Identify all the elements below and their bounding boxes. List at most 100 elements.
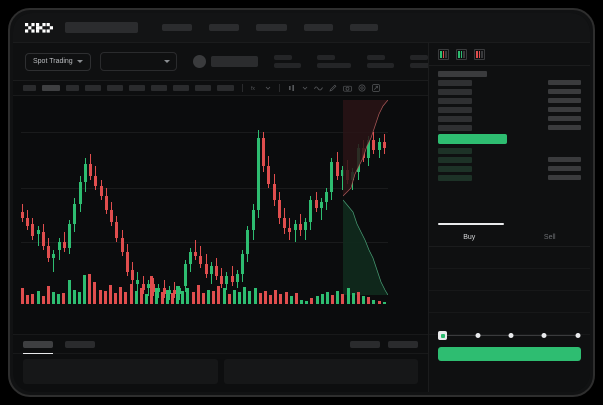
volume-bar-2: [31, 294, 35, 304]
orderbook-bids-icon[interactable]: [456, 48, 467, 60]
volume-bar-14: [93, 281, 97, 304]
timeframe-button-9[interactable]: [217, 85, 234, 91]
price-chart-panel[interactable]: [13, 96, 428, 334]
orderbook-row-bid-8[interactable]: [438, 146, 581, 155]
timeframe-button-7[interactable]: [173, 85, 189, 91]
order-form-field-1[interactable]: [429, 269, 590, 291]
orderbook-row-ask-6[interactable]: [438, 123, 581, 132]
volume-bar-53: [294, 292, 298, 304]
orderbook-row-ask-1[interactable]: [438, 78, 581, 87]
nav-item-3[interactable]: [304, 24, 333, 31]
orderbook-row-ask-4[interactable]: [438, 105, 581, 114]
svg-text:fx: fx: [251, 86, 255, 92]
volume-bar-40: [227, 294, 231, 304]
timeframe-button-0[interactable]: [23, 85, 36, 91]
global-search-input[interactable]: [65, 22, 138, 33]
orderbook-row-bid-10[interactable]: [438, 164, 581, 173]
orderbook-row-bid-11[interactable]: [438, 173, 581, 182]
volume-bar-42: [238, 291, 242, 304]
orderbook-row-ask-0[interactable]: [438, 69, 581, 78]
amount-slider[interactable]: [438, 331, 581, 340]
timeframe-button-6[interactable]: [151, 85, 167, 91]
submit-buy-button[interactable]: [438, 347, 581, 361]
nav-item-4[interactable]: [350, 24, 378, 31]
slider-mark-50[interactable]: [508, 333, 514, 338]
volume-histogram: [21, 268, 388, 304]
orderbook-amount-cell: [548, 166, 581, 171]
orderbook-row-bid-9[interactable]: [438, 155, 581, 164]
slider-mark-25[interactable]: [475, 333, 481, 338]
candlestick-chart[interactable]: [21, 100, 388, 300]
bottom-tab-1[interactable]: [65, 340, 95, 348]
volume-bar-31: [181, 290, 185, 304]
orderbook-price-cell: [438, 70, 487, 77]
volume-bar-38: [217, 286, 221, 304]
pair-select[interactable]: [99, 52, 177, 71]
volume-bar-27: [160, 291, 164, 304]
orderbook-price-cell: [438, 147, 473, 154]
orderbook-asks-icon[interactable]: [474, 48, 485, 60]
settings-gear-icon[interactable]: [358, 84, 366, 92]
volume-bar-11: [77, 291, 81, 304]
orderbook-row-ask-5[interactable]: [438, 114, 581, 123]
pencil-icon[interactable]: [329, 84, 337, 92]
order-form-field-2[interactable]: [429, 291, 590, 313]
volume-bar-17: [108, 285, 112, 304]
orderbook-row-ask-3[interactable]: [438, 96, 581, 105]
fullscreen-icon[interactable]: [372, 84, 380, 92]
volume-bar-62: [341, 294, 345, 304]
orderbook-spread-row[interactable]: [438, 132, 581, 146]
bottom-action-0[interactable]: [350, 340, 380, 348]
volume-bar-44: [248, 290, 252, 304]
volume-bar-36: [207, 289, 211, 304]
wave-line-icon[interactable]: [314, 84, 323, 92]
bottom-panels: [13, 354, 428, 392]
timeframe-button-4[interactable]: [107, 85, 123, 91]
nav-item-0[interactable]: [162, 24, 192, 31]
bottom-panel-1[interactable]: [223, 359, 418, 384]
nav-item-2[interactable]: [256, 24, 287, 31]
volume-bar-9: [67, 279, 71, 304]
orderbook-row-ask-2[interactable]: [438, 87, 581, 96]
bottom-tab-0[interactable]: [23, 340, 53, 354]
trading-mode-selector[interactable]: Spot Trading: [25, 52, 91, 71]
volume-bar-29: [170, 292, 174, 304]
timeframe-button-3[interactable]: [85, 85, 101, 91]
market-stat-2: [366, 55, 394, 68]
volume-bar-67: [367, 297, 371, 304]
nav-item-1[interactable]: [209, 24, 239, 31]
slider-mark-100[interactable]: [575, 333, 581, 338]
volume-bar-26: [155, 288, 159, 304]
timeframe-button-1[interactable]: [42, 85, 60, 91]
tab-sell[interactable]: Sell: [510, 229, 591, 246]
tab-buy[interactable]: Buy: [429, 229, 510, 246]
timeframe-button-5[interactable]: [129, 85, 145, 91]
slider-mark-75[interactable]: [541, 333, 547, 338]
chevron-down-icon[interactable]: [302, 85, 308, 91]
volume-bar-69: [377, 300, 381, 304]
chevron-down-icon[interactable]: [265, 85, 271, 91]
bottom-panel-0[interactable]: [23, 359, 218, 384]
order-form-field-0[interactable]: [429, 247, 590, 269]
volume-bar-64: [351, 292, 355, 304]
chart-gridline-2: [21, 242, 388, 243]
toolbar-divider: [279, 84, 280, 92]
timeframe-button-2[interactable]: [66, 85, 79, 91]
slider-handle[interactable]: [438, 331, 447, 340]
market-stat-1: [316, 55, 351, 68]
camera-icon[interactable]: [343, 84, 352, 92]
order-book[interactable]: [429, 66, 590, 226]
bottom-action-1[interactable]: [388, 340, 418, 348]
timeframe-button-8[interactable]: [195, 85, 211, 91]
volume-bar-52: [289, 296, 293, 304]
volume-bar-39: [222, 288, 226, 304]
volume-bar-47: [263, 290, 267, 304]
chart-type-icon[interactable]: [288, 84, 296, 92]
volume-bar-24: [145, 294, 149, 304]
orderbook-both-icon[interactable]: [438, 48, 449, 60]
volume-bar-37: [212, 290, 216, 304]
indicators-icon[interactable]: fx: [251, 84, 259, 92]
trading-mode-label: Spot Trading: [33, 58, 73, 65]
okx-logo-icon[interactable]: [25, 22, 53, 33]
